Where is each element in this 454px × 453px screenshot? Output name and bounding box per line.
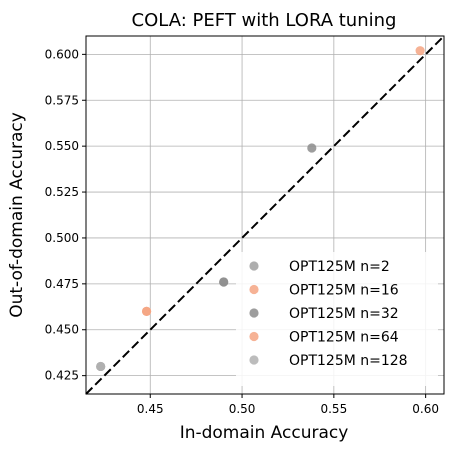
scatter-point xyxy=(307,143,317,153)
y-tick-label: 0.425 xyxy=(45,369,79,383)
scatter-point xyxy=(141,306,152,316)
legend: OPT125M n=2 OPT125M n=16 OPT125M n=32 OPT12… xyxy=(236,252,438,386)
x-axis-ticks: 0.45 0.50 0.55 0.60 xyxy=(137,394,439,416)
y-tick-label: 0.525 xyxy=(45,185,79,199)
x-axis-label: In-domain Accuracy xyxy=(180,423,349,443)
y-tick-label: 0.500 xyxy=(45,231,79,245)
grid xyxy=(86,36,444,394)
x-tick-label: 0.60 xyxy=(412,402,439,416)
legend-marker xyxy=(249,308,259,318)
legend-marker xyxy=(249,355,259,365)
scatter-point xyxy=(96,361,106,372)
data-points xyxy=(96,46,425,372)
plot-frame xyxy=(85,35,445,395)
y-axis-ticks: 0.425 0.450 0.475 0.500 0.525 0.550 0.575 0.600 xyxy=(45,47,86,383)
chart-title: COLA: PEFT with LORA tuning xyxy=(132,10,397,31)
legend-marker xyxy=(249,261,259,271)
y-tick-label: 0.575 xyxy=(45,93,79,107)
scatter-point xyxy=(415,46,425,56)
x-tick-label: 0.45 xyxy=(137,402,164,416)
scatter-point xyxy=(219,277,229,287)
y-tick-label: 0.475 xyxy=(45,277,79,291)
y-tick-label: 0.450 xyxy=(45,323,79,337)
legend-label: OPT125M n=32 xyxy=(289,306,399,322)
x-tick-label: 0.55 xyxy=(320,402,347,416)
legend-label: OPT125M n=64 xyxy=(289,330,399,346)
diagonal-reference-line xyxy=(85,35,445,395)
legend-marker xyxy=(249,284,259,295)
legend-label: OPT125M n=128 xyxy=(289,353,408,369)
diagonal-line xyxy=(85,35,445,395)
legend-marker xyxy=(249,331,259,342)
legend-box xyxy=(236,252,438,386)
x-tick-label: 0.50 xyxy=(229,402,256,416)
y-tick-label: 0.550 xyxy=(45,139,79,153)
y-tick-label: 0.600 xyxy=(45,47,79,61)
legend-label: OPT125M n=2 xyxy=(289,259,390,275)
y-axis-label: Out-of-domain Accuracy xyxy=(7,112,27,318)
legend-label: OPT125M n=16 xyxy=(289,283,399,299)
